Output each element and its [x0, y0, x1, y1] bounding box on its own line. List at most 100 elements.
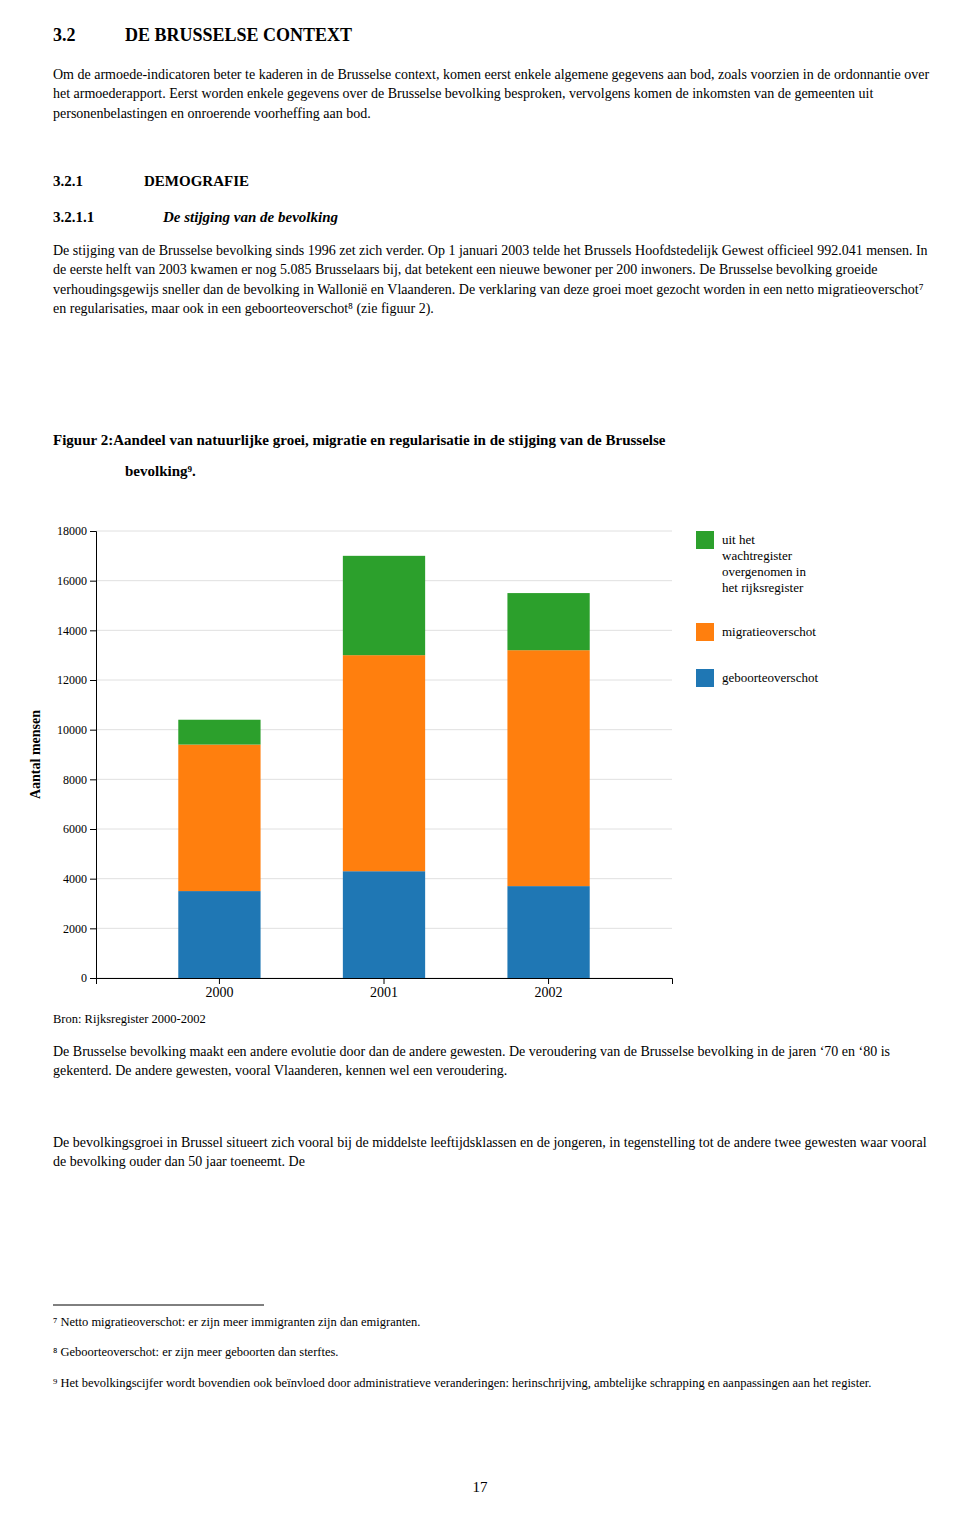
footnote: ⁸ Geboorteoverschot: er zijn meer geboor…	[53, 1345, 339, 1359]
source: Bron: Rijksregister 2000-2002	[53, 1012, 206, 1026]
bar	[343, 556, 425, 655]
legend-swatch	[696, 623, 714, 641]
text-line: geboorteoverschot	[722, 670, 818, 685]
grid-line	[96, 531, 672, 532]
tick-label: 2000	[205, 985, 233, 1000]
text-line: De bevolkingsgroei in Brussel situeert z…	[53, 1135, 927, 1150]
tick-label: 18000	[57, 524, 87, 538]
text-line: 3.2	[53, 25, 76, 45]
tick-mark	[90, 829, 96, 830]
legend-item: geboorteoverschot	[696, 669, 818, 687]
text-line: ⁹ Het bevolkingscijfer wordt bovendien o…	[53, 1376, 871, 1390]
y-tick: 14000	[57, 624, 96, 638]
chart: 0 2000 4000 6000 8000 10000 12000 14000 16000 180…	[28, 524, 818, 1000]
page: 3.2 DE BRUSSELSE CONTEXT Om de armoede-ind…	[0, 0, 960, 1517]
tick-mark	[90, 531, 96, 532]
text-line: wachtregister	[722, 548, 793, 563]
page-number: 17	[473, 1479, 489, 1495]
tick-mark	[90, 730, 96, 731]
footnote-rule	[53, 1305, 264, 1306]
paragraph: De Brusselse bevolking maakt een andere …	[53, 1044, 890, 1079]
paragraph: Om de armoede-indicatoren beter te kader…	[53, 67, 930, 121]
grid	[96, 531, 672, 978]
series	[178, 556, 589, 745]
text-line: ⁸ Geboorteoverschot: er zijn meer geboor…	[53, 1345, 339, 1359]
y-tick: 16000	[57, 574, 96, 588]
footnote: ⁷ Netto migratieoverschot: er zijn meer …	[53, 1315, 420, 1329]
bar	[178, 745, 260, 892]
section-number: 3.2.1	[53, 173, 83, 189]
tick-mark	[90, 978, 96, 979]
subsection-number: 3.2.1.1	[53, 209, 94, 225]
y-tick: 0	[81, 971, 96, 985]
tick-label: 10000	[57, 723, 87, 737]
tick-label: 16000	[57, 574, 87, 588]
tick-label: 0	[81, 971, 87, 985]
axis-line	[90, 532, 97, 979]
text-line: De stijging van de Brusselse bevolking s…	[53, 243, 928, 258]
tick-label: 12000	[57, 673, 87, 687]
bar	[507, 650, 589, 886]
tick-mark	[90, 680, 96, 681]
text-line: overgenomen in	[722, 564, 806, 579]
x-tick: 2001	[370, 978, 398, 1000]
x-tick: 2000	[205, 978, 233, 1000]
subsection-title: De stijging van de bevolking	[162, 209, 338, 225]
x-axis: 2000 2001 2002	[97, 978, 673, 1000]
tick-label: 4000	[63, 872, 87, 886]
bar	[178, 720, 260, 745]
section-title: DEMOGRAFIE	[144, 173, 249, 189]
tick-mark	[90, 879, 96, 880]
bar	[507, 886, 589, 978]
text-line: het rijksregister	[722, 580, 804, 595]
legend-label: uit hetwachtregisterovergenomen inhet ri…	[722, 532, 806, 595]
text-line: de bevolking ouder dan 50 jaar toeneemt.…	[53, 1154, 305, 1169]
text-line: bevolking⁹.	[125, 463, 196, 479]
y-tick: 2000	[63, 922, 96, 936]
legend-swatch	[696, 531, 714, 549]
tick-label: 14000	[57, 624, 87, 638]
y-tick: 4000	[63, 872, 96, 886]
tick-label: 8000	[63, 773, 87, 787]
legend-label: migratieoverschot	[722, 624, 816, 639]
tick-mark	[90, 779, 96, 780]
axis-line	[97, 979, 673, 985]
series	[178, 650, 589, 891]
legend-swatch	[696, 669, 714, 687]
text-line: 3.2.1	[53, 173, 83, 189]
x-tick: 2002	[535, 978, 563, 1000]
paragraph: De stijging van de Brusselse bevolking s…	[53, 243, 928, 318]
y-tick: 12000	[57, 673, 96, 687]
text-line: uit het	[722, 532, 755, 547]
y-tick: 10000	[57, 723, 96, 737]
tick-label: 6000	[63, 822, 87, 836]
text-line: De stijging van de bevolking	[162, 209, 338, 225]
text-line: DE BRUSSELSE CONTEXT	[125, 25, 352, 45]
legend: uit hetwachtregisterovergenomen inhet ri…	[696, 531, 818, 687]
text-line: verhoudingsgewijs sneller dan de bevolki…	[53, 282, 924, 297]
y-tick: 8000	[63, 773, 96, 787]
y-axis: 0 2000 4000 6000 8000 10000 12000 14000 16000 180…	[57, 524, 97, 985]
legend-item: migratieoverschot	[696, 623, 816, 641]
y-axis-title: Aantal mensen	[28, 710, 43, 799]
heading-title: DE BRUSSELSE CONTEXT	[125, 25, 352, 45]
paragraph: De bevolkingsgroei in Brussel situeert z…	[53, 1135, 927, 1170]
tick-label: 2002	[535, 985, 563, 1000]
text-line: migratieoverschot	[722, 624, 816, 639]
tick-mark	[384, 978, 385, 984]
text-line: ⁷ Netto migratieoverschot: er zijn meer …	[53, 1315, 420, 1329]
text-line: DEMOGRAFIE	[144, 173, 249, 189]
bar	[178, 891, 260, 978]
text-line: personenbelastingen en onroerende voorhe…	[53, 106, 371, 121]
y-tick: 6000	[63, 822, 96, 836]
text-line: en regularisaties, maar ook in een geboo…	[53, 301, 434, 317]
text-line: gekenterd. De andere gewesten, vooral Vl…	[53, 1063, 507, 1078]
bars	[178, 556, 589, 978]
tick-mark	[90, 581, 96, 582]
y-tick: 18000	[57, 524, 96, 538]
text-line: Figuur 2:Aandeel van natuurlijke groei, …	[53, 432, 666, 448]
tick-mark	[90, 630, 96, 631]
tick-mark	[219, 978, 220, 984]
bar	[507, 593, 589, 650]
chart-title: Figuur 2:Aandeel van natuurlijke groei, …	[53, 432, 666, 479]
